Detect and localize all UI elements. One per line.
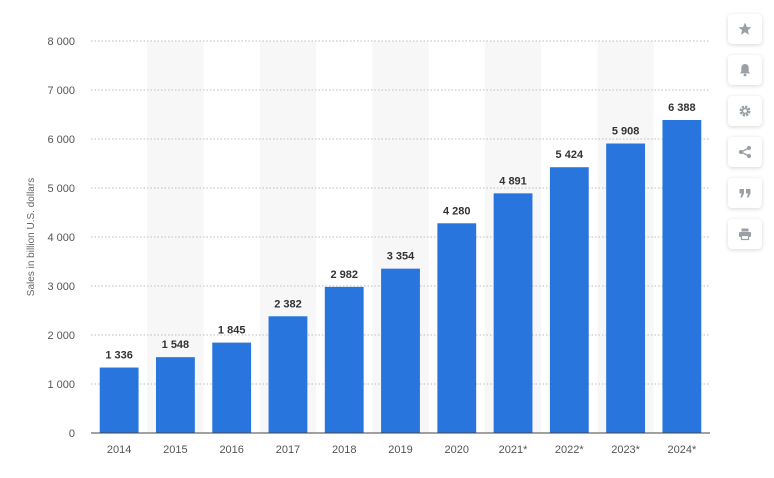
- x-tick-label: 2021*: [499, 444, 528, 456]
- bar[interactable]: [212, 342, 252, 433]
- value-label: 6 388: [668, 102, 696, 114]
- share-icon: [738, 145, 752, 159]
- value-label: 2 382: [274, 298, 302, 310]
- x-tick-label: 2024*: [667, 444, 696, 456]
- y-tick-label: 1 000: [47, 379, 75, 391]
- bar[interactable]: [155, 357, 195, 433]
- bar[interactable]: [549, 167, 589, 433]
- value-label: 1 336: [105, 350, 133, 362]
- value-label: 5 908: [612, 126, 640, 138]
- x-tick-label: 2018: [332, 444, 356, 456]
- bar[interactable]: [437, 223, 477, 433]
- y-tick-label: 6 000: [47, 134, 75, 146]
- x-tick-label: 2014: [107, 444, 131, 456]
- value-label: 3 354: [387, 251, 415, 263]
- toolbar: [728, 14, 762, 260]
- x-axis-ticks: 2014 2015 2016 2017 2018 2019 2020 2021* 2022* 20…: [107, 444, 697, 456]
- share-button[interactable]: [728, 137, 762, 167]
- bar[interactable]: [662, 119, 702, 433]
- print-icon: [739, 228, 751, 241]
- x-tick-label: 2015: [163, 444, 187, 456]
- settings-button[interactable]: [728, 96, 762, 126]
- y-axis-label: Sales in billion U.S. dollars: [26, 178, 37, 296]
- value-label: 4 891: [499, 175, 527, 187]
- value-label: 1 845: [218, 325, 246, 337]
- bell-icon: [739, 64, 751, 77]
- bar[interactable]: [606, 143, 646, 433]
- print-button[interactable]: [728, 219, 762, 249]
- bar[interactable]: [99, 367, 139, 433]
- gear-icon: [739, 105, 751, 117]
- x-tick-label: 2020: [445, 444, 469, 456]
- bar[interactable]: [493, 193, 533, 433]
- y-tick-label: 2 000: [47, 330, 75, 342]
- value-label: 2 982: [330, 269, 358, 281]
- x-tick-label: 2017: [276, 444, 300, 456]
- bar[interactable]: [381, 268, 420, 433]
- bars: [99, 119, 702, 433]
- x-tick-label: 2022*: [555, 444, 584, 456]
- value-labels: 1 336 1 548 1 845 2 382 2 982 3 354 4 280 4 891…: [105, 102, 695, 362]
- y-tick-label: 8 000: [47, 36, 75, 48]
- x-tick-label: 2019: [388, 444, 412, 456]
- value-label: 4 280: [443, 205, 471, 217]
- cite-button[interactable]: [728, 178, 762, 208]
- y-tick-label: 5 000: [47, 183, 75, 195]
- y-tick-label: 3 000: [47, 281, 75, 293]
- y-axis-ticks: 0 1 000 2 000 3 000 4 000 5 000 6 000 7 000 8 00…: [47, 36, 75, 440]
- value-label: 5 424: [556, 149, 584, 161]
- x-tick-label: 2016: [219, 444, 243, 456]
- value-label: 1 548: [162, 339, 190, 351]
- y-tick-label: 0: [69, 428, 75, 440]
- x-tick-label: 2023*: [611, 444, 640, 456]
- y-tick-label: 4 000: [47, 232, 75, 244]
- notification-button[interactable]: [728, 55, 762, 85]
- star-icon: [738, 22, 752, 35]
- favorite-button[interactable]: [728, 14, 762, 44]
- quote-icon: [739, 189, 751, 198]
- y-tick-label: 7 000: [47, 85, 75, 97]
- bar[interactable]: [268, 316, 308, 433]
- bar[interactable]: [324, 286, 364, 433]
